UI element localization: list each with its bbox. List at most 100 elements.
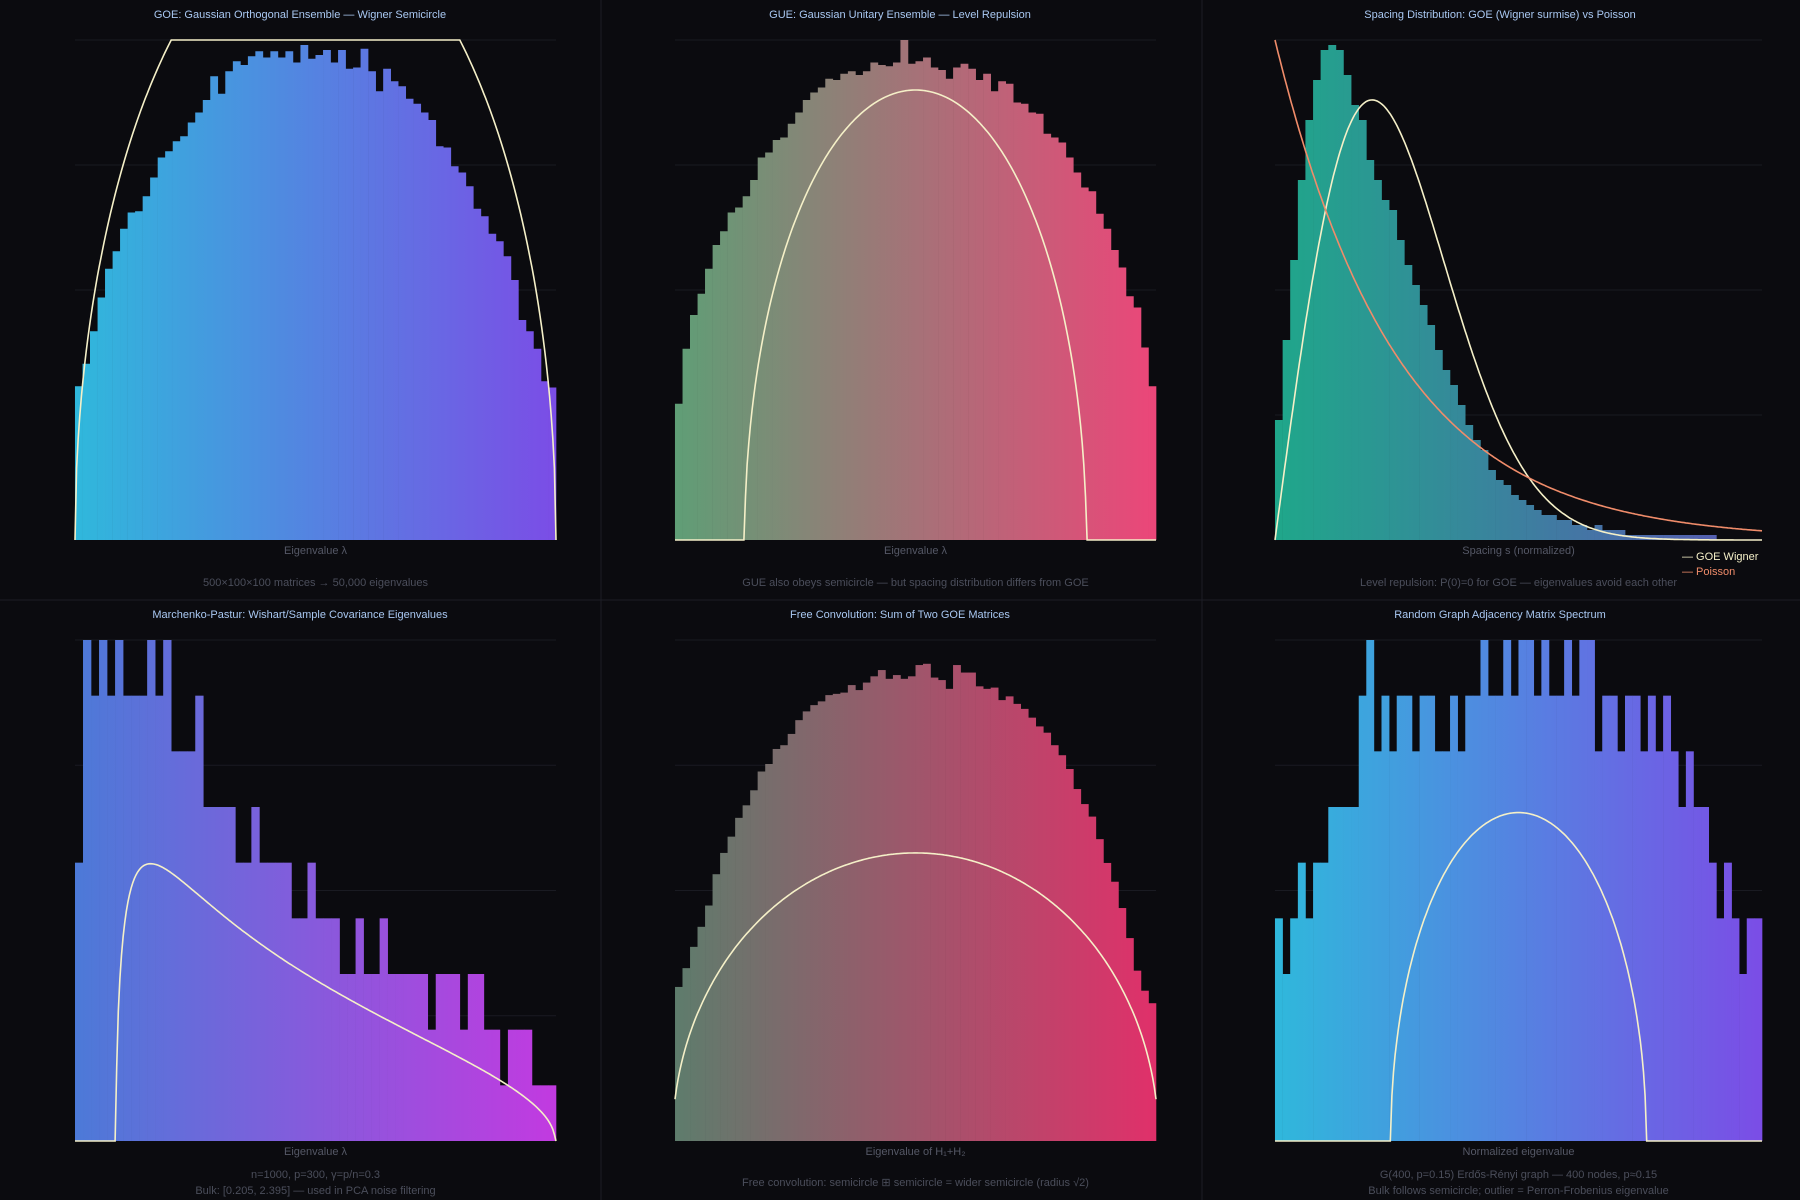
histogram-bar	[1472, 440, 1481, 540]
histogram-bar	[217, 93, 226, 540]
caption-text: Bulk: [0.205, 2.395] — used in PCA noise…	[195, 1185, 435, 1197]
histogram-bar	[908, 63, 916, 540]
histogram-bar	[300, 45, 309, 540]
histogram-bar	[922, 663, 931, 1141]
histogram-bar	[1411, 285, 1420, 540]
histogram-bar	[697, 926, 706, 1141]
histogram-bar	[802, 100, 811, 540]
histogram-bar	[420, 112, 429, 540]
histogram-bar	[383, 68, 391, 540]
histogram-bar	[547, 1085, 557, 1141]
histogram-bar	[1427, 695, 1436, 1141]
histogram-bar	[795, 720, 804, 1141]
histogram-bar	[1005, 83, 1014, 540]
histogram-bar	[1065, 769, 1074, 1141]
histogram-bar	[832, 693, 841, 1141]
histogram-bar	[1148, 386, 1157, 540]
histogram-bar	[1754, 918, 1763, 1141]
histogram-bar	[735, 817, 743, 1141]
histogram-bar	[150, 177, 158, 540]
histogram-bar	[523, 1029, 533, 1141]
histogram-bar	[371, 974, 380, 1141]
histogram-bar	[1594, 525, 1603, 540]
histogram-bar	[1640, 751, 1649, 1141]
histogram-bar	[1396, 240, 1405, 540]
histogram-bar	[847, 685, 856, 1141]
histogram-bar	[705, 905, 713, 1141]
histogram-bar	[483, 1029, 493, 1141]
histogram-bar	[983, 688, 991, 1141]
histogram-bar	[83, 640, 92, 1141]
histogram-bar	[1305, 120, 1314, 540]
legend-entry: — GOE Wigner	[1682, 551, 1759, 563]
histogram-bar	[938, 70, 946, 540]
histogram-bar	[1282, 340, 1291, 540]
histogram-bar	[1533, 695, 1542, 1141]
histogram-bar	[998, 700, 1006, 1141]
caption-text: Level repulsion: P(0)=0 for GOE — eigenv…	[1360, 577, 1677, 589]
histogram-bar	[465, 186, 474, 540]
histogram-bar	[353, 67, 361, 540]
histogram-bar	[277, 57, 286, 540]
histogram-bar	[757, 771, 766, 1141]
histogram-bar	[510, 280, 519, 540]
histogram-bar	[187, 751, 196, 1141]
histogram-bar	[720, 231, 728, 540]
x-axis-label: Spacing s (normalized)	[1462, 545, 1575, 557]
histogram-bar	[75, 862, 84, 1141]
x-axis-label: Eigenvalue of H₁+H₂	[865, 1146, 965, 1158]
histogram-bar	[139, 695, 148, 1141]
histogram-bar	[120, 228, 128, 540]
histogram-bar	[1693, 807, 1702, 1141]
histogram-bar	[225, 71, 234, 540]
histogram-bar	[907, 676, 916, 1141]
histogram-bar	[1602, 530, 1611, 540]
histogram-bar	[810, 705, 819, 1141]
panel-graph: Random Graph Adjacency Matrix Spectrum No…	[1274, 609, 1763, 1197]
histogram-bar	[1541, 515, 1550, 540]
histogram-bar	[147, 640, 156, 1141]
histogram-bar	[1133, 307, 1142, 540]
histogram-bar	[1419, 305, 1428, 540]
histogram-bar	[1050, 137, 1059, 540]
x-axis-label: Eigenvalue λ	[884, 545, 947, 557]
histogram-bar	[983, 73, 991, 540]
histogram-bar	[1095, 839, 1104, 1141]
histogram-bar	[1305, 918, 1314, 1141]
histogram-bar	[179, 751, 188, 1141]
histogram-bar	[772, 140, 781, 540]
x-axis-label: Normalized eigenvalue	[1463, 1146, 1575, 1158]
histogram-bar	[405, 98, 414, 540]
histogram-bar	[157, 157, 166, 540]
histogram-bar	[1389, 210, 1398, 540]
histogram-bar	[825, 78, 834, 540]
histogram-bar	[1602, 695, 1611, 1141]
histogram-bar	[518, 320, 527, 540]
histogram-bar	[1663, 695, 1672, 1141]
histogram-bar	[262, 57, 271, 540]
histogram-bar	[428, 120, 437, 540]
histogram-bar	[360, 48, 369, 540]
histogram-bar	[525, 331, 534, 540]
histogram-bar	[1058, 755, 1067, 1141]
histogram-bar	[107, 695, 116, 1141]
histogram-bar	[1088, 191, 1097, 540]
histogram-bar	[99, 640, 108, 1141]
histogram-bar	[1020, 708, 1029, 1141]
histogram-bar	[323, 50, 331, 540]
histogram-bar	[1351, 807, 1359, 1141]
histogram-bar	[885, 678, 894, 1141]
histogram-bar	[1685, 751, 1694, 1141]
histogram-bar	[1274, 918, 1283, 1141]
histogram-bar	[308, 58, 316, 540]
histogram-bar	[387, 974, 396, 1141]
histogram-bar	[202, 100, 211, 540]
histogram-bar	[127, 212, 136, 540]
histogram-bar	[862, 682, 871, 1141]
histogram-bar	[690, 315, 698, 540]
histogram-bar	[1396, 695, 1405, 1141]
histogram-bar	[1746, 918, 1755, 1141]
histogram-bar	[1140, 990, 1149, 1141]
histogram-bar	[507, 1029, 517, 1141]
histogram-bar	[923, 57, 931, 540]
